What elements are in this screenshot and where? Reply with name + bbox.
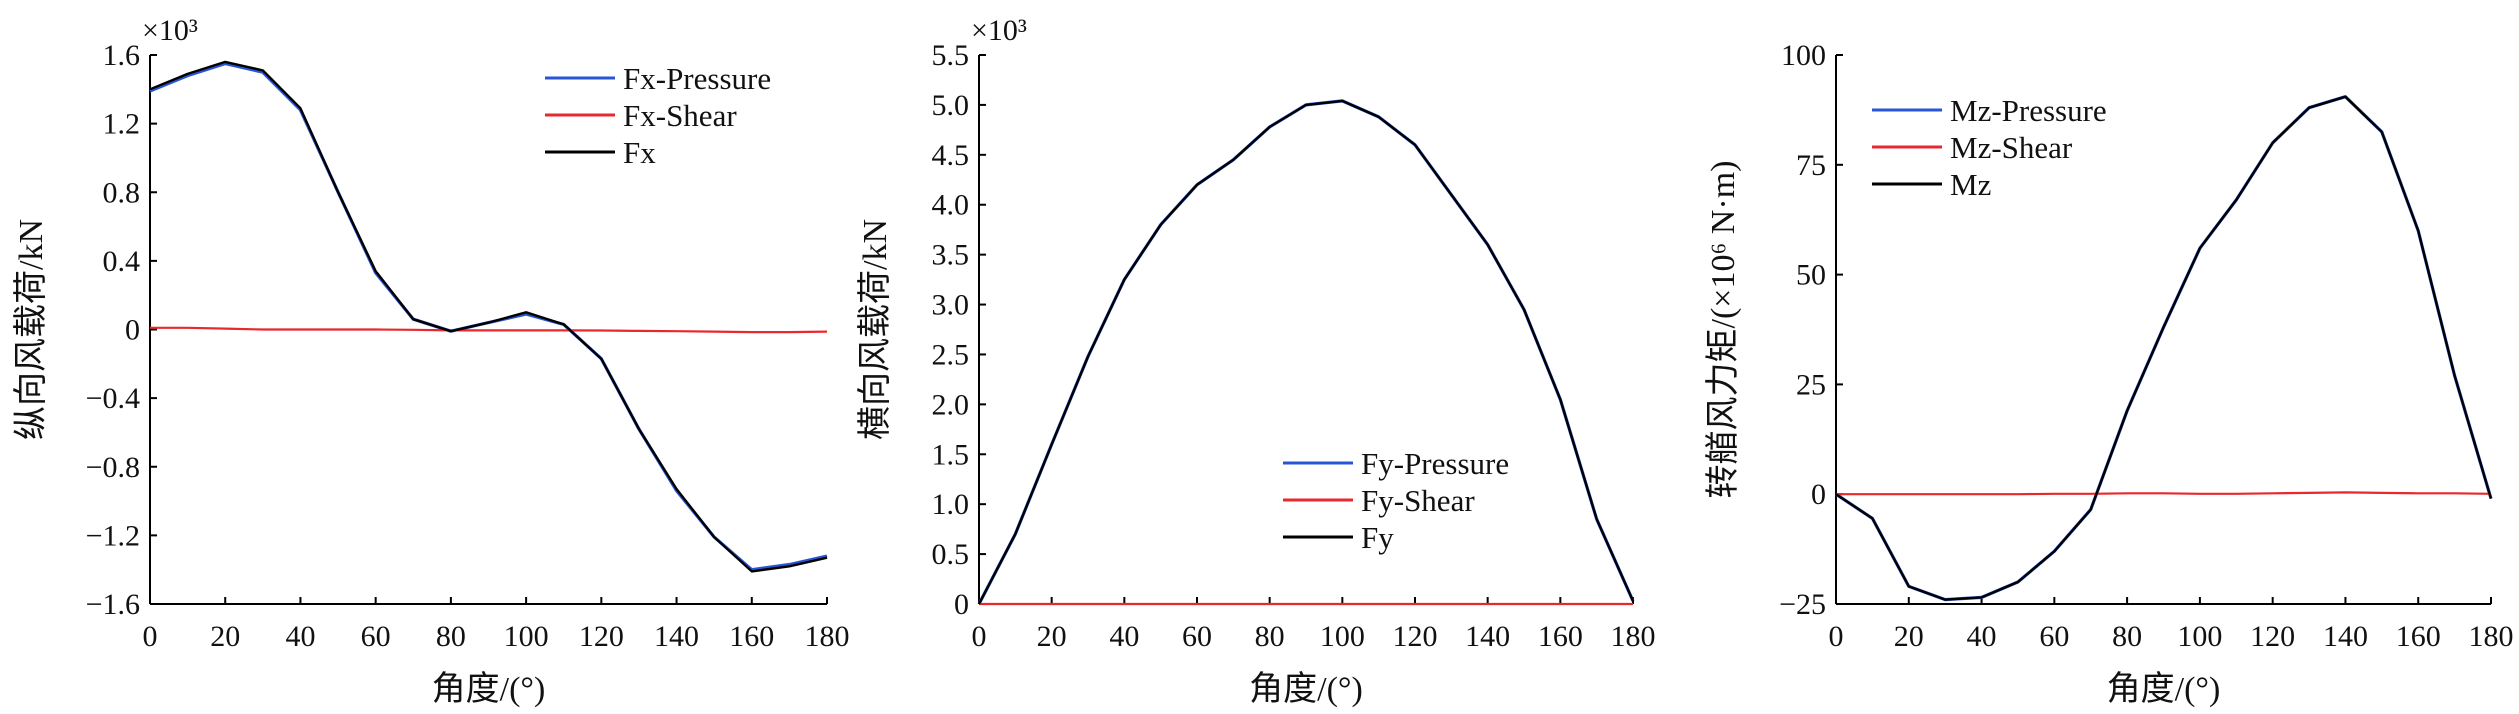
mz-y-tick-label: −25 [1779, 588, 1826, 621]
fx-x-tick-label: 40 [285, 620, 315, 653]
mz-y-tick-label: 75 [1796, 149, 1826, 182]
fy-x-tick-label: 80 [1255, 620, 1285, 653]
fx-legend-label-shear: Fx-Shear [623, 98, 737, 133]
fx-series-total-line [149, 60, 828, 573]
fy-x-tick-label: 180 [1611, 620, 1656, 653]
mz-y-axis-label: 转艏风力矩/(×10⁶ N·m) [1704, 161, 1742, 499]
fx-y-tick-label: 0.8 [103, 176, 141, 209]
fy-y-tick-label: 2.5 [932, 338, 970, 371]
fx-series-shear-line [150, 326, 828, 334]
fy-x-tick-label: 0 [972, 620, 987, 653]
fy-y-tick-label: 5.0 [932, 89, 970, 122]
mz-y-tick-label: 100 [1781, 39, 1826, 72]
mz-x-tick-label: 160 [2396, 620, 2441, 653]
fx-x-tick-label: 0 [143, 620, 158, 653]
fy-x-tick-label: 140 [1465, 620, 1510, 653]
fy-y-tick-label: 1.0 [932, 488, 970, 521]
fx-series-pressure-line [149, 61, 828, 572]
fx-x-tick-label: 100 [504, 620, 549, 653]
fy-y-tick-label: 0 [954, 588, 969, 621]
fx-x-tick-label: 60 [361, 620, 391, 653]
fx-legend-label-pressure: Fx-Pressure [623, 61, 771, 96]
fx-chart-panel: 0 20 40 60 80 100 120 140 160 180 −1.6 −1.2 −0.8 −0.4… [12, 14, 850, 708]
mz-x-tick-label: 20 [1894, 620, 1924, 653]
fy-x-tick-label: 20 [1037, 620, 1067, 653]
fx-x-tick-label: 80 [436, 620, 466, 653]
mz-chart-panel: 0 20 40 60 80 100 120 140 160 180−250255075100角度/… [1704, 39, 2514, 708]
fy-y-tick-label: 0.5 [932, 538, 970, 571]
mz-x-tick-label: 60 [2039, 620, 2069, 653]
mz-y-tick-label: 25 [1796, 368, 1826, 401]
fy-x-tick-label: 40 [1109, 620, 1139, 653]
fx-x-tick-label: 20 [210, 620, 240, 653]
fx-y-tick-label: 0 [125, 314, 140, 347]
fx-y-multiplier-label: ×10³ [142, 14, 198, 47]
fy-x-tick-label: 120 [1393, 620, 1438, 653]
mz-x-axis-label: 角度/(°) [2107, 670, 2221, 708]
fy-series-pressure-line [977, 99, 1635, 605]
fx-x-tick-label: 180 [805, 620, 850, 653]
fy-x-tick-label: 60 [1182, 620, 1212, 653]
fx-y-tick-label: −0.8 [86, 451, 140, 484]
fx-x-axis-label: 角度/(°) [432, 670, 546, 708]
fy-y-tick-label: 2.0 [932, 388, 970, 421]
fy-legend-label-pressure: Fy-Pressure [1361, 446, 1509, 481]
fx-y-tick-label: −1.2 [86, 519, 140, 552]
mz-x-tick-label: 40 [1967, 620, 1997, 653]
fy-y-multiplier-label: ×10³ [971, 14, 1027, 47]
mz-legend-label-total: Mz [1950, 167, 1991, 202]
mz-x-tick-label: 100 [2177, 620, 2222, 653]
fy-legend-label-shear: Fy-Shear [1361, 483, 1475, 518]
fx-legend-label-total: Fx [623, 135, 656, 170]
fx-y-tick-label: 0.4 [103, 245, 141, 278]
fx-x-tick-label: 140 [654, 620, 699, 653]
fy-y-tick-label: 3.5 [932, 239, 970, 272]
fy-y-tick-label: 4.0 [932, 189, 970, 222]
fx-y-axis-label: 纵向风载荷/kN [12, 219, 50, 440]
fy-x-axis-label: 角度/(°) [1249, 670, 1363, 708]
mz-x-tick-label: 140 [2323, 620, 2368, 653]
fx-x-tick-label: 120 [579, 620, 624, 653]
fy-y-tick-label: 4.5 [932, 139, 970, 172]
mz-x-tick-label: 180 [2469, 620, 2514, 653]
fy-x-tick-label: 100 [1320, 620, 1365, 653]
fy-y-axis-label: 横向风载荷/kN [856, 219, 894, 440]
fy-legend-label-total: Fy [1361, 520, 1394, 555]
mz-x-tick-label: 80 [2112, 620, 2142, 653]
fy-y-tick-label: 1.5 [932, 438, 970, 471]
mz-y-tick-label: 0 [1811, 478, 1826, 511]
mz-series-total-line [1835, 95, 2493, 601]
fx-y-tick-label: −0.4 [86, 382, 140, 415]
mz-x-tick-label: 0 [1829, 620, 1844, 653]
mz-series-pressure-line [1835, 95, 2493, 602]
mz-legend-label-pressure: Mz-Pressure [1950, 93, 2107, 128]
fy-x-tick-label: 160 [1538, 620, 1583, 653]
mz-x-tick-label: 120 [2250, 620, 2295, 653]
mz-legend-label-shear: Mz-Shear [1950, 130, 2073, 165]
fy-y-tick-label: 3.0 [932, 289, 970, 322]
fy-chart-panel: 0 20 40 60 80 100 120 140 160 180 0 0.5 1.0 1.5 2.0 2.5… [856, 14, 1656, 708]
mz-y-tick-label: 50 [1796, 259, 1826, 292]
fy-y-tick-label: 5.5 [932, 39, 970, 72]
fy-series-total-line [977, 99, 1635, 605]
fx-y-tick-label: 1.2 [103, 108, 141, 141]
fx-x-tick-label: 160 [729, 620, 774, 653]
fx-y-tick-label: 1.6 [103, 39, 141, 72]
mz-series-shear-line [1836, 491, 2492, 496]
fx-y-tick-label: −1.6 [86, 588, 140, 621]
